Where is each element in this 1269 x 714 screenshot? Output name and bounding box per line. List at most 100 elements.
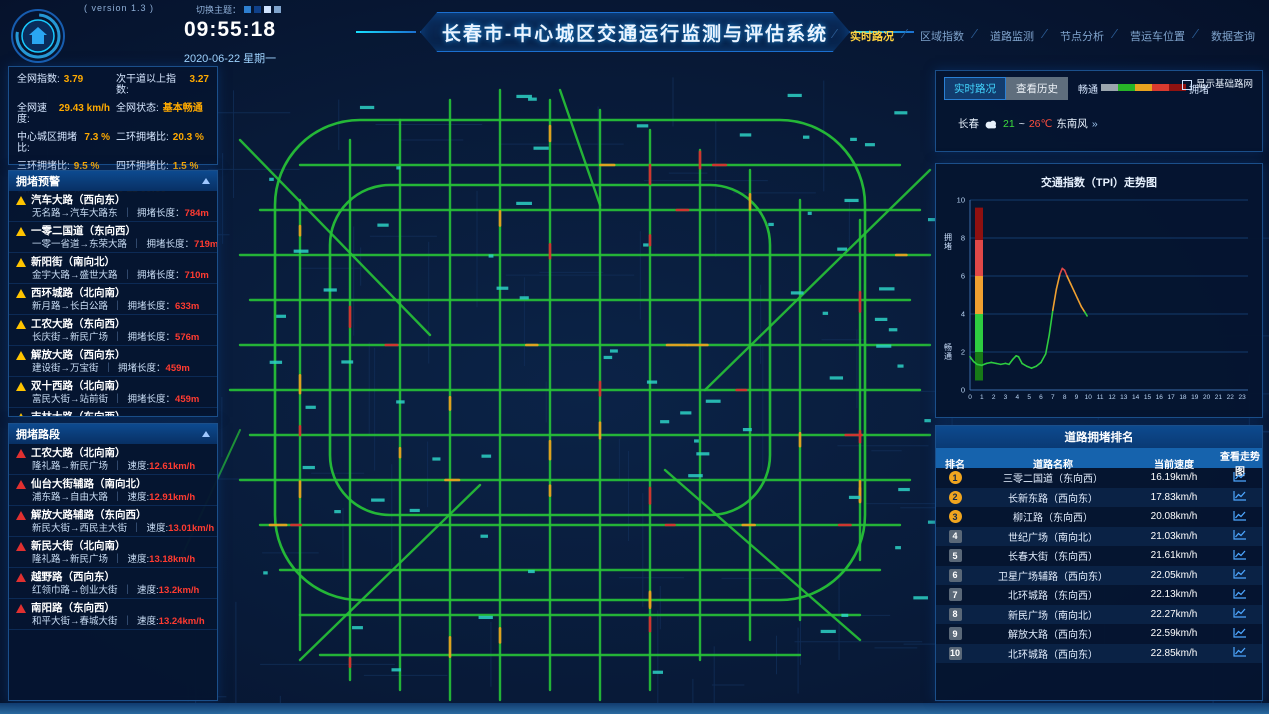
warning-detail: 新月路→长白公路 ｜ 拥堵长度：633m [32, 301, 210, 312]
warning-list-item[interactable]: 解放大路（西向东） 建设街→万宝街 ｜ 拥堵长度：459m [9, 346, 217, 377]
stat-label: 二环拥堵比: [116, 132, 169, 143]
warning-list-item[interactable]: 双十西路（北向南） 富民大街→站前街 ｜ 拥堵长度：459m [9, 377, 217, 408]
nav-item-4[interactable]: 节点分析 [1060, 28, 1104, 44]
warning-length-value: 459m [175, 394, 200, 405]
warning-road-name: 解放大路（西向东） [16, 349, 210, 361]
collapse-icon[interactable] [202, 431, 210, 437]
congested-segment: 隆礼路→新民广场 [32, 461, 109, 472]
legend-color-scale [1101, 83, 1186, 94]
trend-chart-icon[interactable] [1233, 607, 1247, 621]
rank-cell: 5 [936, 549, 974, 563]
stat-pair: 中心城区拥堵比: 7.3 % [17, 132, 110, 154]
rank-badge: 3 [948, 510, 962, 524]
warning-list-item[interactable]: 吉林大路（东向西）临河街→世泰大街｜拥堵长度：455m [9, 408, 217, 416]
ranking-header-cell: 排名 [945, 459, 965, 471]
warning-list-item[interactable]: 一零二国道（东向西） 一零一省道→东荣大路 ｜ 拥堵长度：719m [9, 222, 217, 253]
trend-chart-icon[interactable] [1233, 627, 1247, 641]
trend-chart-icon[interactable] [1233, 646, 1247, 660]
trend-chart-icon[interactable] [1233, 529, 1247, 543]
separator: ｜ [113, 301, 123, 312]
trend-cell [1216, 588, 1264, 602]
road-name-cell: 柳江路（东向西） [1013, 513, 1093, 525]
warning-length-label: 拥堵长度： [137, 208, 185, 219]
warning-road-name: 新阳街（南向北） [16, 256, 210, 268]
temp-low: 21 [1003, 117, 1015, 130]
congested-detail: 浦东路→自由大路 ｜ 速度:12.91km/h [32, 492, 210, 503]
trend-chart-icon[interactable] [1233, 588, 1247, 602]
stat-label: 三环拥堵比: [17, 161, 70, 172]
tab-realtime[interactable]: 实时路况 [944, 77, 1006, 100]
congested-list-item[interactable]: 越野路（西向东） 红领巾路→创业大街 ｜ 速度:13.2km/h [9, 568, 217, 599]
congested-list-item[interactable]: 仙台大街辅路（南向北） 浦东路→自由大路 ｜ 速度:12.91km/h [9, 475, 217, 506]
congested-speed-label: 速度: [146, 523, 169, 534]
warning-list-item[interactable]: 汽车大路（西向东） 无名路→汽车大路东 ｜ 拥堵长度：784m [9, 191, 217, 222]
congested-list-item[interactable]: 工农大路（北向南） 隆礼路→新民广场 ｜ 速度:12.61km/h [9, 444, 217, 475]
warning-road-label: 新阳街（南向北） [31, 256, 115, 268]
separator: ｜ [113, 461, 123, 472]
congested-speed-value: 13.24km/h [158, 616, 205, 627]
nav-item-2[interactable]: 区域指数 [920, 28, 964, 44]
stat-value: 20.3 % [172, 132, 204, 143]
trend-chart-icon[interactable] [1233, 549, 1247, 563]
stat-value: 1.5 % [172, 161, 199, 172]
table-row: 10 北环城路（西向东） 22.85km/h [936, 643, 1262, 663]
road-name-cell: 长新东路（西向东） [1008, 493, 1098, 505]
nav-item-5[interactable]: 营运车位置 [1130, 28, 1185, 44]
theme-swatch-icon[interactable] [274, 6, 282, 13]
congested-segments-header[interactable]: 拥堵路段 [9, 424, 217, 444]
warning-list: 汽车大路（西向东） 无名路→汽车大路东｜拥堵长度：784m 一零二国道（东向西） 一零… [9, 191, 217, 416]
trend-chart-icon[interactable] [1233, 471, 1247, 485]
stats-grid: 全网指数: 3.79 次干道以上指数: 3.27 全网速度: 29.43 km/h 全网状态… [17, 74, 209, 172]
collapse-icon[interactable] [202, 178, 210, 184]
warning-triangle-icon [16, 288, 26, 298]
speed-cell: 22.05km/h [1150, 569, 1198, 581]
nav-item-6[interactable]: 数据查询 [1211, 28, 1255, 44]
warning-length-value: 633m [175, 301, 200, 312]
warning-list-item[interactable]: 工农大路（东向西） 长庆街→新民广场 ｜ 拥堵长度：576m [9, 315, 217, 346]
theme-swatch-icon[interactable] [264, 6, 272, 13]
table-row: 5 长春大街（东向西） 21.61km/h [936, 546, 1262, 566]
home-logo[interactable] [10, 8, 66, 64]
svg-text:2: 2 [992, 394, 996, 401]
weather-more-arrow[interactable]: » [1091, 117, 1098, 130]
congested-road-name: 工农大路（北向南） [16, 447, 210, 459]
tab-history[interactable]: 查看历史 [1006, 77, 1068, 100]
trend-chart-icon[interactable] [1233, 510, 1247, 524]
legend-color-block [1169, 84, 1186, 91]
theme-swatch-icon[interactable] [254, 6, 262, 13]
congested-speed-value: 13.18km/h [149, 554, 196, 565]
stat-pair: 全网速度: 29.43 km/h [17, 103, 110, 125]
warning-list-item[interactable]: 新阳街（南向北） 金宇大路→盛世大路 ｜ 拥堵长度：710m [9, 253, 217, 284]
trend-chart-icon[interactable] [1233, 490, 1247, 504]
stat-pair: 全网状态: 基本畅通 [116, 103, 209, 125]
congestion-warning-header[interactable]: 拥堵预警 [9, 171, 217, 191]
tpi-chart-title: 交通指数（TPI）走势图 [1040, 177, 1158, 189]
congested-speed-value: 12.91km/h [149, 492, 196, 503]
trend-chart-icon[interactable] [1233, 568, 1247, 582]
show-base-network-option[interactable]: 显示基础路网 [1182, 79, 1254, 90]
svg-text:0: 0 [961, 386, 965, 395]
congested-detail: 和平大街→春城大街 ｜ 速度:13.24km/h [32, 616, 210, 627]
warning-length-label: 拥堵长度： [146, 239, 195, 250]
svg-text:12: 12 [1108, 394, 1116, 401]
checkbox-icon[interactable] [1182, 80, 1192, 90]
warning-triangle-icon [16, 226, 26, 236]
warning-list-item[interactable]: 西环城路（北向南） 新月路→长白公路 ｜ 拥堵长度：633m [9, 284, 217, 315]
ranking-header-cell: 查看走势图 [1220, 452, 1260, 478]
warning-length-label: 拥堵长度： [118, 363, 166, 374]
nav-item-1[interactable]: 实时路况 [850, 28, 894, 44]
theme-swatch-icon[interactable] [244, 6, 252, 13]
svg-text:18: 18 [1179, 394, 1187, 401]
nav-item-3[interactable]: 道路监测 [990, 28, 1034, 44]
congested-list-item[interactable]: 解放大路辅路（东向西） 新民大街→西民主大街 ｜ 速度:13.01km/h [9, 506, 217, 537]
theme-switcher[interactable]: 切换主题： [196, 3, 282, 16]
congested-list-item[interactable]: 南阳路（东向西） 和平大街→春城大街 ｜ 速度:13.24km/h [9, 599, 217, 630]
separator: ｜ [122, 208, 133, 219]
warning-length-label: 拥堵长度： [127, 332, 176, 343]
congested-list-item[interactable]: 新民大街（北向南） 隆礼路→新民广场 ｜ 速度:13.18km/h [9, 537, 217, 568]
stat-value: 3.27 [189, 74, 209, 85]
stat-value: 29.43 km/h [58, 103, 110, 114]
svg-text:19: 19 [1191, 394, 1199, 401]
speed-cell: 22.27km/h [1150, 608, 1198, 620]
svg-text:6: 6 [1039, 394, 1043, 401]
